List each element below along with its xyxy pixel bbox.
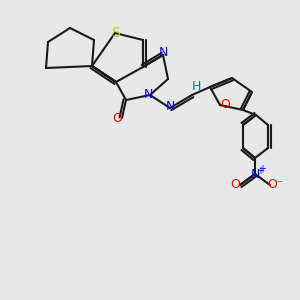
Text: O: O [230, 178, 240, 191]
Text: N: N [165, 100, 175, 112]
Text: N: N [143, 88, 153, 101]
Text: O: O [112, 112, 122, 124]
Text: S: S [111, 26, 119, 40]
Text: +: + [256, 166, 264, 176]
Text: N: N [158, 46, 168, 59]
Text: +: + [258, 164, 266, 174]
Text: H: H [191, 80, 201, 94]
Text: N: N [250, 167, 260, 181]
Text: O: O [220, 98, 230, 112]
Text: O⁻: O⁻ [267, 178, 283, 191]
